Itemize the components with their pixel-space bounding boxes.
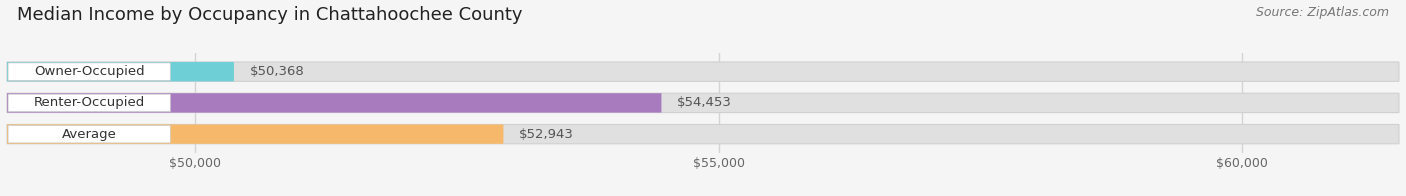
FancyBboxPatch shape [8, 94, 170, 112]
Text: Renter-Occupied: Renter-Occupied [34, 96, 145, 109]
Text: Median Income by Occupancy in Chattahoochee County: Median Income by Occupancy in Chattahooc… [17, 6, 523, 24]
Text: $54,453: $54,453 [678, 96, 733, 109]
Text: Source: ZipAtlas.com: Source: ZipAtlas.com [1256, 6, 1389, 19]
FancyBboxPatch shape [7, 124, 1399, 144]
FancyBboxPatch shape [8, 63, 170, 80]
FancyBboxPatch shape [7, 62, 1399, 81]
FancyBboxPatch shape [8, 125, 170, 143]
Text: $52,943: $52,943 [519, 128, 574, 141]
FancyBboxPatch shape [7, 124, 503, 144]
FancyBboxPatch shape [7, 93, 1399, 113]
Text: $50,368: $50,368 [250, 65, 304, 78]
Text: Average: Average [62, 128, 117, 141]
FancyBboxPatch shape [7, 62, 233, 81]
FancyBboxPatch shape [7, 93, 661, 113]
Text: Owner-Occupied: Owner-Occupied [34, 65, 145, 78]
